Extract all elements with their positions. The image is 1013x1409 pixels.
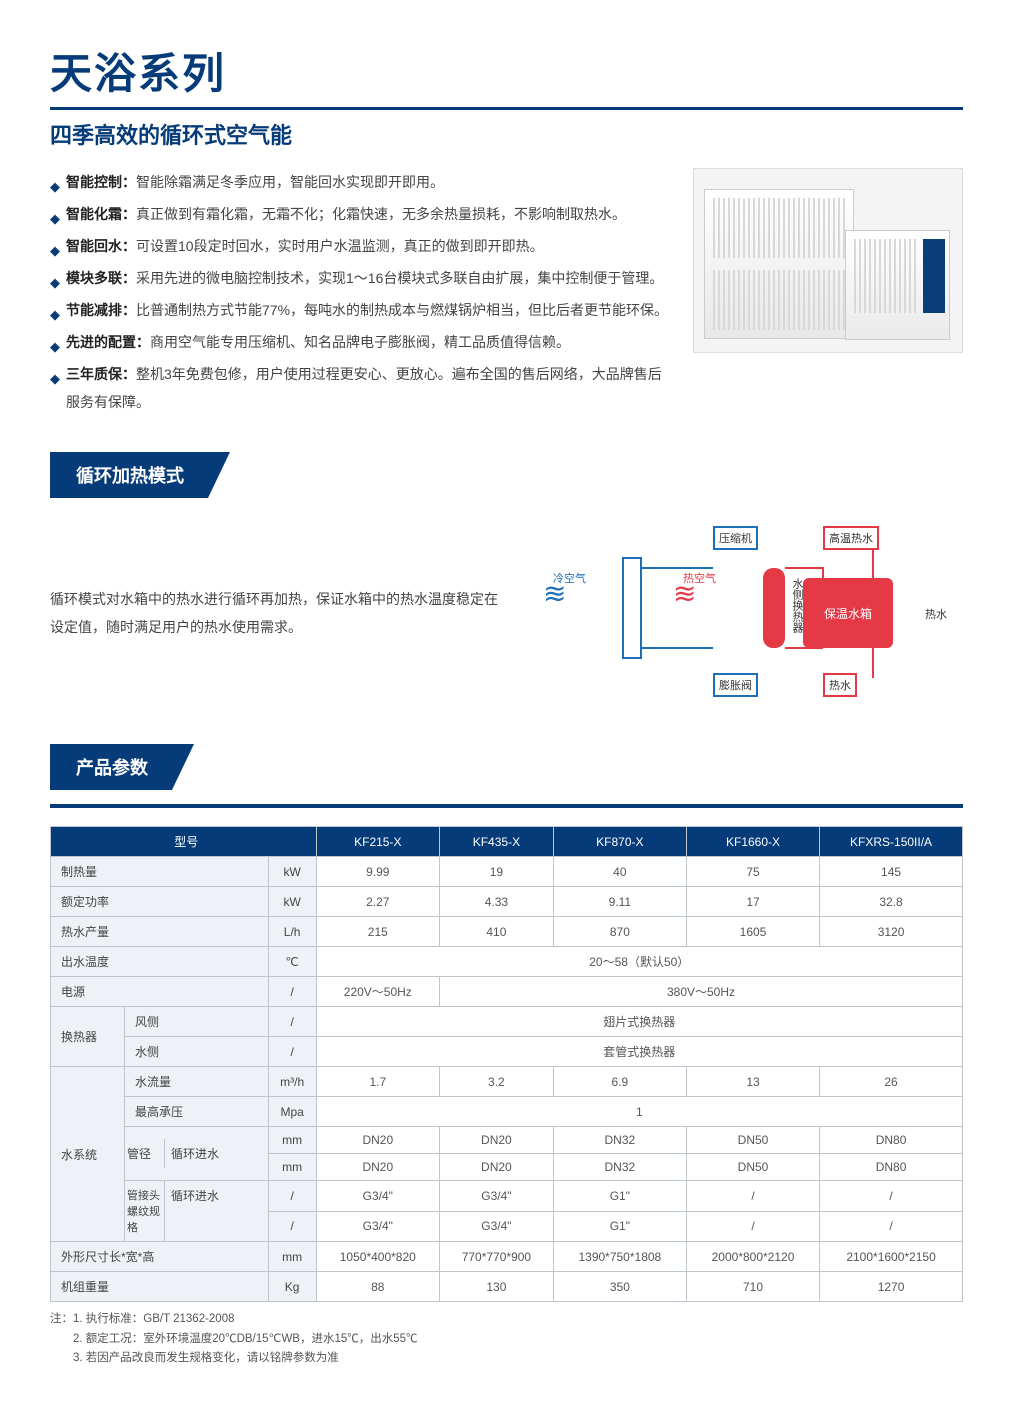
feature-item: ◆智能回水：可设置10段定时回水，实时用户水温监测，真正的做到即开即热。 [50,232,669,264]
feature-item: ◆三年质保：整机3年免费包修，用户使用过程更安心、更放心。遍布全国的售后网络，大… [50,360,669,416]
subtitle: 四季高效的循环式空气能 [50,107,963,150]
table-notes: 注：1. 执行标准：GB/T 21362-2008 2. 额定工况：室外环境温度… [50,1310,963,1369]
diagram-pipes [543,518,963,708]
feature-list: ◆智能控制：智能除霜满足冬季应用，智能回水实现即开即用。◆智能化霜：真正做到有霜… [50,168,669,416]
params-table: 型号KF215-XKF435-XKF870-XKF1660-XKFXRS-150… [50,826,963,1302]
bullet-icon: ◆ [50,238,60,264]
feature-item: ◆先进的配置：商用空气能专用压缩机、知名品牌电子膨胀阀，精工品质值得信赖。 [50,328,669,360]
feature-item: ◆智能控制：智能除霜满足冬季应用，智能回水实现即开即用。 [50,168,669,200]
product-image [693,168,963,353]
outdoor-unit-small [845,230,950,340]
outdoor-unit-large [704,189,854,339]
bullet-icon: ◆ [50,206,60,232]
bullet-icon: ◆ [50,270,60,296]
table-top-rule [50,804,963,808]
feature-item: ◆智能化霜：真正做到有霜化霜，无霜不化；化霜快速，无多余热量损耗，不影响制取热水… [50,200,669,232]
page-title: 天浴系列 [50,40,963,101]
bullet-icon: ◆ [50,366,60,392]
bullet-icon: ◆ [50,174,60,200]
bullet-icon: ◆ [50,334,60,360]
feature-item: ◆节能减排：比普通制热方式节能77%，每吨水的制热成本与燃煤锅炉相当，但比后者更… [50,296,669,328]
feature-item: ◆模块多联：采用先进的微电脑控制技术，实现1～16台模块式多联自由扩展，集中控制… [50,264,669,296]
mode-header: 循环加热模式 [50,452,230,498]
bullet-icon: ◆ [50,302,60,328]
params-header: 产品参数 [50,744,194,790]
mode-description: 循环模式对水箱中的热水进行循环再加热，保证水箱中的热水温度稳定在设定值，随时满足… [50,585,511,641]
cycle-diagram: 压缩机 高温热水 冷空气 ≋ 热空气 ≋ 水侧换热器 保温水箱 热水 膨胀阀 热… [543,518,963,708]
